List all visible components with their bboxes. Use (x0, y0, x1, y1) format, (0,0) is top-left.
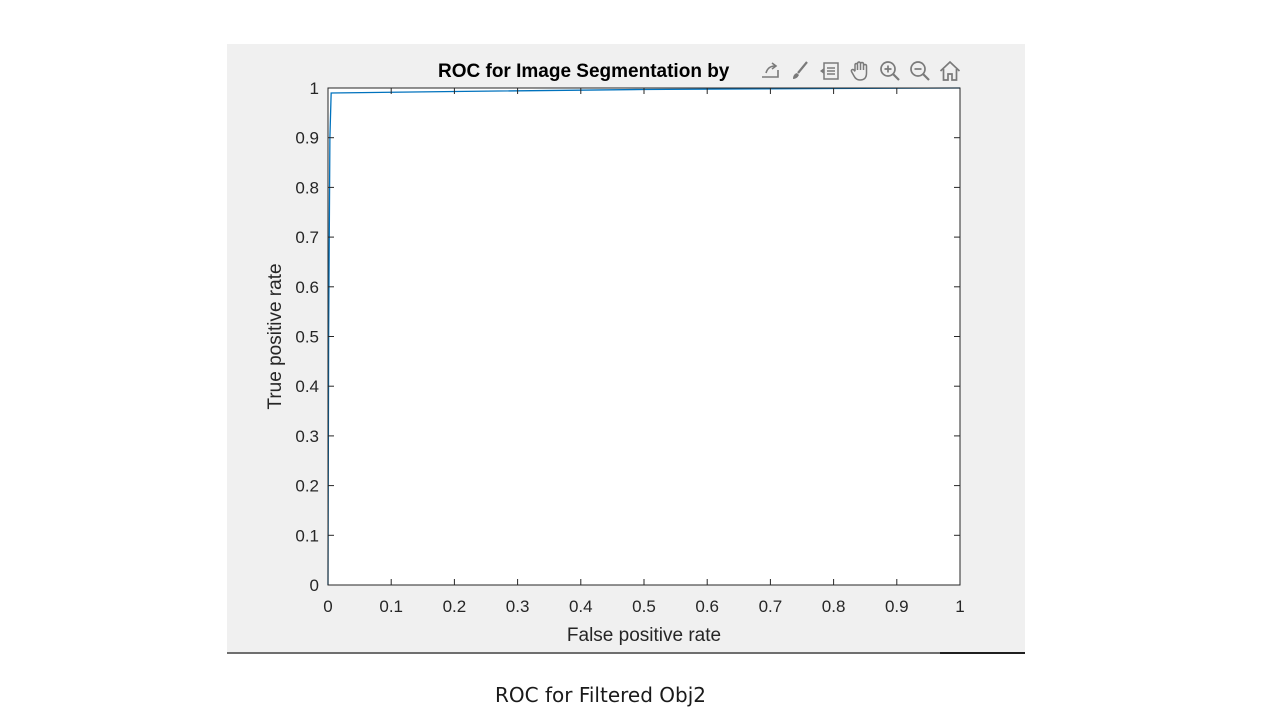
chart-title: ROC for Image Segmentation by (438, 61, 730, 82)
y-tick-label: 0.1 (295, 526, 319, 545)
x-tick-label: 0.7 (759, 597, 783, 616)
zoom-in-button[interactable] (877, 58, 903, 84)
y-tick-label: 0.9 (295, 129, 319, 148)
y-tick-label: 0.5 (295, 328, 319, 347)
axes-toolbar (757, 57, 963, 85)
data-tips-icon (818, 59, 842, 83)
zoom-out-button[interactable] (907, 58, 933, 84)
x-axis-label: False positive rate (567, 625, 721, 646)
data-tips-button[interactable] (817, 58, 843, 84)
y-tick-label: 0.3 (295, 427, 319, 446)
x-tick-label: 0.9 (885, 597, 909, 616)
x-tick-label: 0.1 (379, 597, 403, 616)
export-icon (758, 59, 782, 83)
y-tick-label: 0.7 (295, 228, 319, 247)
x-tick-label: 0.2 (443, 597, 467, 616)
plot-area (328, 88, 960, 585)
x-tick-label: 1 (955, 597, 964, 616)
figure-caption: ROC for Filtered Obj2 (495, 683, 706, 707)
y-tick-label: 0.6 (295, 278, 319, 297)
figure-border-accent (940, 652, 1025, 654)
y-tick-label: 0 (310, 576, 319, 595)
x-tick-label: 0 (323, 597, 332, 616)
x-tick-label: 0.5 (632, 597, 656, 616)
x-tick-label: 0.6 (695, 597, 719, 616)
pan-hand-icon (848, 59, 872, 83)
pan-hand-button[interactable] (847, 58, 873, 84)
zoom-in-icon (878, 59, 902, 83)
export-button[interactable] (757, 58, 783, 84)
y-tick-label: 0.2 (295, 477, 319, 496)
x-tick-label: 0.4 (569, 597, 593, 616)
x-tick-label: 0.8 (822, 597, 846, 616)
y-tick-label: 1 (310, 79, 319, 98)
y-tick-label: 0.8 (295, 178, 319, 197)
x-tick-label: 0.3 (506, 597, 530, 616)
brush-button[interactable] (787, 58, 813, 84)
brush-icon (788, 59, 812, 83)
y-axis-label: True positive rate (265, 263, 286, 409)
home-icon (938, 59, 962, 83)
zoom-out-icon (908, 59, 932, 83)
figure-border (227, 652, 1025, 654)
y-tick-label: 0.4 (295, 377, 319, 396)
home-button[interactable] (937, 58, 963, 84)
series-line-0 (327, 87, 961, 586)
